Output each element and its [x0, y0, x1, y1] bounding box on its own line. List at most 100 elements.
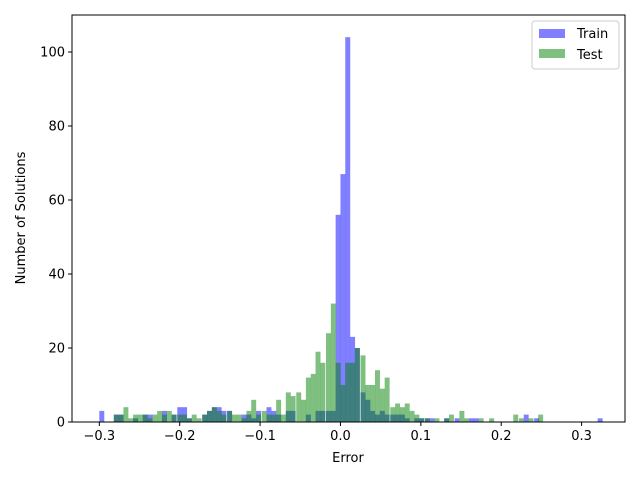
y-tick-label: 40 — [48, 268, 65, 283]
bars-layer — [99, 37, 603, 422]
test-bar — [345, 362, 351, 422]
test-bar — [384, 377, 390, 422]
test-bar — [147, 418, 153, 422]
test-bar — [202, 414, 208, 422]
test-bar — [310, 373, 316, 422]
x-axis-title: Error — [332, 451, 364, 466]
test-bar — [335, 362, 341, 422]
train-bar — [340, 174, 346, 422]
test-bar — [166, 410, 172, 422]
test-bar — [301, 399, 307, 422]
x-tick-label: 0.2 — [491, 429, 512, 444]
test-bar — [236, 414, 242, 422]
train-bar — [454, 418, 460, 422]
x-tick-label: −0.3 — [84, 429, 116, 444]
legend-label-test: Test — [576, 48, 603, 63]
test-bar — [216, 410, 222, 422]
legend-label-train: Train — [576, 27, 608, 42]
test-bar — [261, 410, 267, 422]
plot-frame — [71, 14, 626, 423]
test-bar — [424, 418, 430, 422]
test-bar — [177, 414, 183, 422]
train-bar — [534, 418, 540, 422]
test-bar — [419, 418, 425, 422]
test-bar — [251, 399, 257, 422]
x-tick-label: 0.0 — [330, 429, 351, 444]
legend: Train Test — [531, 20, 620, 70]
test-bar — [162, 414, 167, 422]
test-bar — [276, 399, 282, 422]
test-bar — [266, 414, 272, 422]
test-bar — [325, 333, 331, 422]
test-bar — [459, 410, 465, 422]
test-bar — [390, 407, 396, 422]
test-bar — [118, 414, 124, 422]
test-bar — [513, 414, 519, 422]
test-bar — [444, 418, 450, 422]
test-bar — [538, 414, 544, 422]
y-axis-title: Number of Solutions — [14, 151, 29, 284]
test-bar — [518, 418, 524, 422]
test-bar — [296, 392, 302, 422]
test-bar — [128, 418, 134, 422]
test-bar — [360, 355, 366, 422]
test-bar — [478, 418, 484, 422]
y-tick-label: 80 — [48, 120, 65, 135]
train-bar — [99, 410, 105, 422]
test-bar — [182, 414, 188, 422]
x-tick-label: −0.1 — [244, 429, 276, 444]
test-bar — [113, 414, 119, 422]
test-bar — [315, 351, 321, 422]
y-tick-label: 60 — [48, 194, 65, 209]
test-bar — [375, 370, 380, 422]
x-axis: −0.3 −0.2 −0.1 0.0 0.1 0.2 0.3 — [84, 422, 592, 444]
test-bar — [528, 418, 534, 422]
y-axis: 0 20 40 60 80 100 — [40, 46, 72, 431]
test-bar — [330, 303, 336, 422]
train-bar — [469, 418, 475, 422]
x-tick-label: −0.2 — [164, 429, 196, 444]
test-bar — [448, 414, 454, 422]
test-bar — [464, 418, 470, 422]
test-bar — [231, 414, 237, 422]
test-bar — [271, 414, 277, 422]
test-bar — [350, 362, 356, 422]
test-bar — [434, 418, 440, 422]
train-bar — [429, 418, 435, 422]
test-bar — [246, 410, 252, 422]
test-bar — [379, 388, 385, 422]
train-bar — [597, 418, 603, 422]
test-bar — [340, 385, 346, 422]
series-test — [113, 303, 544, 422]
test-bar — [133, 414, 139, 422]
test-bar — [395, 403, 401, 422]
legend-swatch-train — [539, 29, 565, 38]
x-tick-label: 0.1 — [410, 429, 431, 444]
y-tick-label: 100 — [40, 46, 65, 61]
test-bar — [123, 407, 129, 422]
test-bar — [280, 414, 286, 422]
train-bar — [335, 214, 341, 422]
test-bar — [171, 414, 177, 422]
test-bar — [404, 403, 410, 422]
test-bar — [399, 407, 405, 422]
legend-swatch-test — [539, 49, 565, 58]
y-tick-label: 20 — [48, 342, 65, 357]
test-bar — [211, 407, 217, 422]
test-bar — [221, 414, 227, 422]
test-bar — [256, 414, 262, 422]
test-bar — [196, 418, 202, 422]
test-bar — [365, 385, 371, 422]
test-bar — [489, 418, 495, 422]
test-bar — [191, 414, 197, 422]
test-bar — [152, 414, 158, 422]
test-bar — [354, 348, 360, 422]
train-bar — [473, 418, 479, 422]
test-bar — [285, 392, 291, 422]
test-bar — [414, 414, 420, 422]
test-bar — [137, 414, 143, 422]
train-bar — [345, 37, 351, 422]
test-bar — [370, 385, 376, 422]
test-bar — [320, 362, 326, 422]
